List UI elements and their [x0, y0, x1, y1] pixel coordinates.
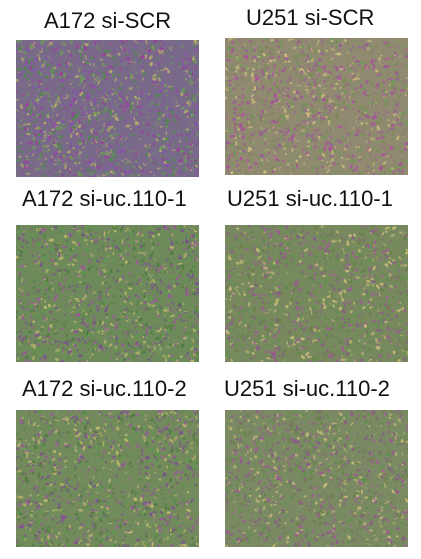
micrograph-a172-uc110-1	[16, 225, 199, 362]
panel-label-u251-scr: U251 si-SCR	[246, 5, 375, 30]
micrograph-u251-scr	[225, 38, 408, 175]
micrograph-u251-uc110-2	[225, 410, 408, 547]
panel-label-a172-scr: A172 si-SCR	[44, 8, 172, 33]
micrograph-u251-uc110-1	[225, 225, 408, 362]
panel-label-u251-uc110-2: U251 si-uc.110-2	[224, 376, 390, 401]
panel-label-a172-uc110-1: A172 si-uc.110-1	[22, 186, 187, 211]
panel-label-u251-uc110-1: U251 si-uc.110-1	[227, 186, 393, 211]
panel-label-a172-uc110-2: A172 si-uc.110-2	[22, 376, 187, 401]
micrograph-a172-scr	[16, 40, 199, 177]
micrograph-a172-uc110-2	[16, 410, 199, 547]
